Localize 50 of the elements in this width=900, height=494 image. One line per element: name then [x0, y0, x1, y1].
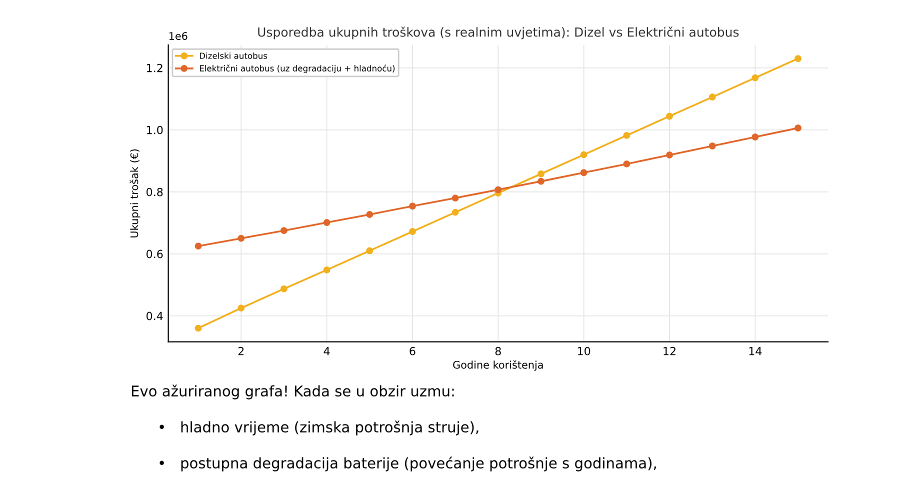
point	[280, 227, 288, 234]
point	[366, 247, 374, 254]
point	[752, 134, 759, 140]
point	[752, 74, 759, 82]
y-tick-label: 1.0	[146, 126, 163, 134]
point	[708, 94, 716, 100]
point	[666, 152, 673, 158]
point	[794, 55, 802, 62]
legend-label: Električni autobus (uz degradaciju + hladnoću)	[200, 64, 395, 74]
x-tick-label: 10	[578, 346, 590, 356]
point	[452, 194, 459, 202]
y-tick-label: 1.2	[146, 64, 162, 72]
x-tick-label: 4	[324, 347, 330, 356]
point	[194, 324, 202, 332]
legend-label: Dizelski autobus	[200, 52, 268, 59]
point	[194, 242, 202, 250]
point	[238, 234, 245, 242]
text: Evo ažuriranog grafa! Kada se u obzir uzmu:	[132, 384, 454, 400]
x-tick-label: 12	[664, 346, 676, 356]
point	[323, 266, 330, 274]
chart-title: Usporedba ukupnih troškova (s realnim uvjetima): Dizel vs Električni autobus	[258, 26, 739, 40]
y-tick-label: 0.6	[146, 250, 163, 258]
x-tick-label: 2	[238, 346, 244, 356]
point	[580, 151, 588, 158]
point	[452, 208, 459, 216]
x-tick-label: 14	[749, 347, 762, 356]
point	[708, 142, 716, 150]
point	[409, 228, 416, 235]
point	[280, 285, 288, 292]
text: 1e6	[169, 32, 188, 40]
point	[623, 132, 630, 139]
y-tick-label: 0.4	[146, 312, 163, 320]
x-axis-title: Godine korištenja	[453, 360, 543, 371]
text: • postupna degradacija baterije (povećanje potrošnje s godinama),	[160, 456, 656, 472]
text: • hladno vrijeme (zimska potrošnja struje),	[160, 420, 478, 436]
y-axis-title: Ukupni trošak (€)	[130, 149, 140, 238]
y-tick-label: 0.8	[146, 188, 163, 196]
point	[538, 170, 544, 178]
point	[323, 219, 330, 226]
x-tick-label: 8	[495, 346, 501, 356]
point	[794, 124, 802, 132]
point	[238, 304, 245, 312]
point	[580, 169, 588, 176]
point	[666, 112, 673, 120]
point	[623, 160, 630, 168]
point	[494, 186, 502, 194]
point	[366, 211, 374, 218]
point	[409, 202, 416, 210]
point	[538, 178, 544, 185]
x-tick-label: 6	[410, 346, 416, 356]
